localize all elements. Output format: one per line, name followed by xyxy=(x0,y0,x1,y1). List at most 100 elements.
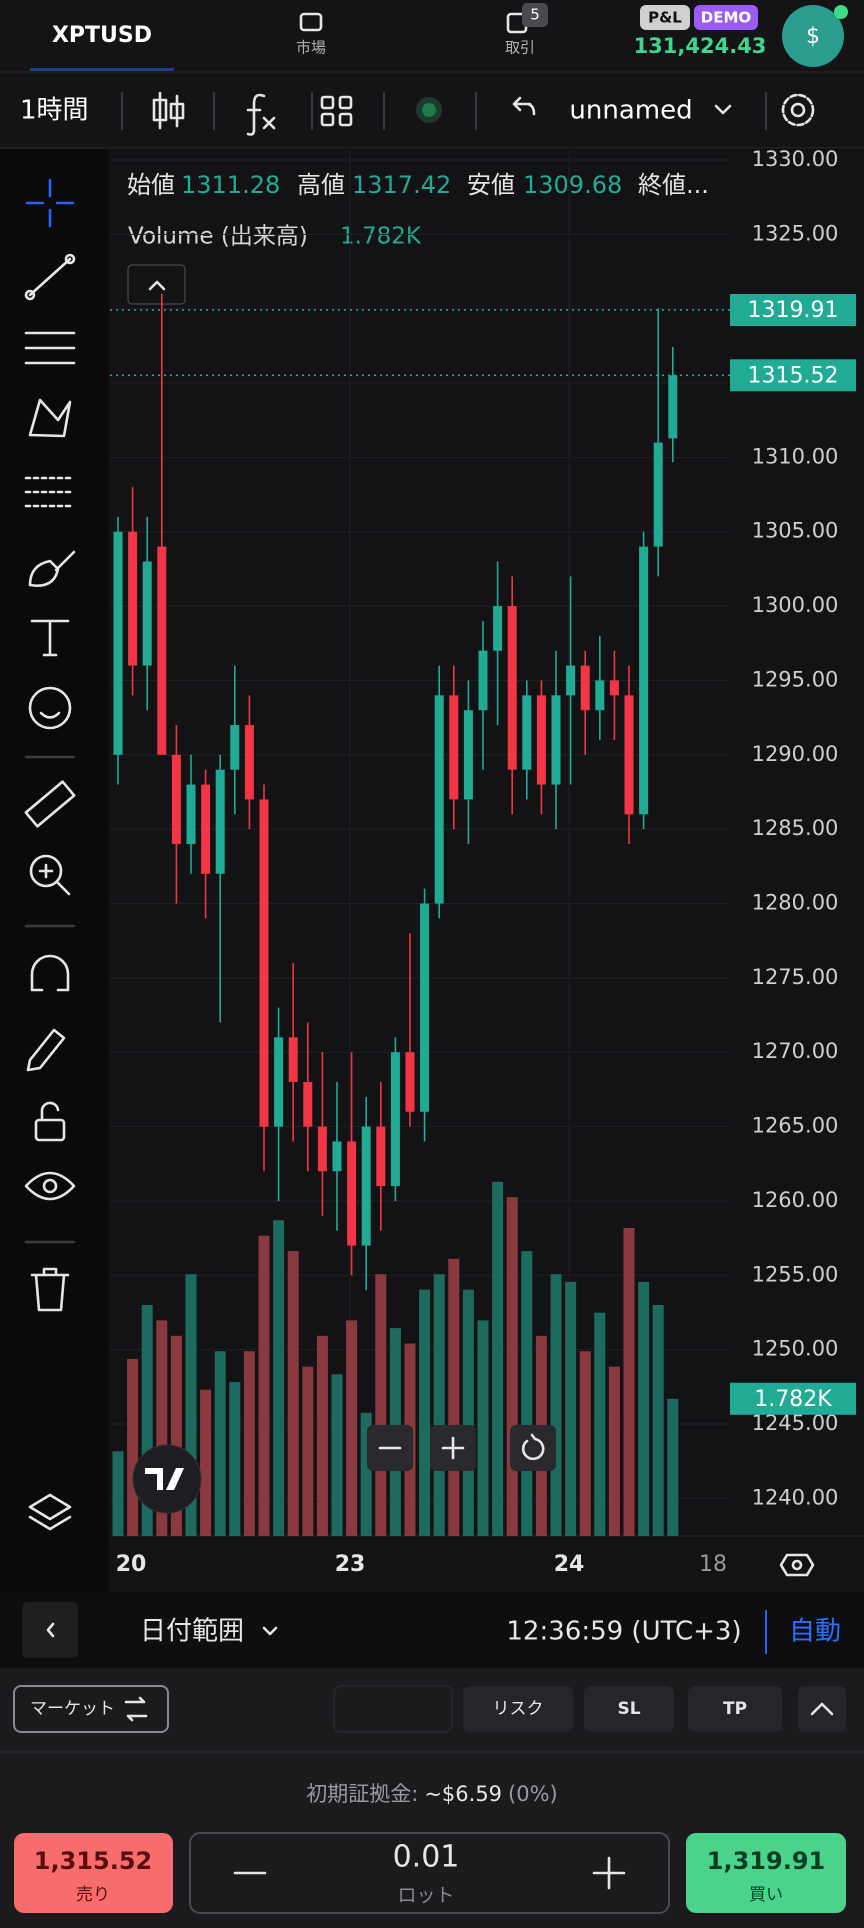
candle-body xyxy=(244,725,254,800)
chevron xyxy=(262,1626,278,1636)
y-tick-label: 1300.00 xyxy=(752,593,839,617)
volume-bar xyxy=(141,1305,153,1536)
reset-view[interactable] xyxy=(510,1425,556,1471)
tp-button[interactable] xyxy=(688,1686,782,1732)
margin: ~$6.59 xyxy=(424,1782,502,1806)
back-button[interactable] xyxy=(22,1602,78,1658)
ask-line-label: 1319.91 xyxy=(748,298,839,323)
y-tick-label: 1240.00 xyxy=(752,1485,839,1509)
date-range[interactable]: 日付範囲 xyxy=(140,1617,244,1647)
icon-part xyxy=(64,253,76,265)
amount-input[interactable] xyxy=(333,1685,453,1733)
undo-icon[interactable] xyxy=(512,96,536,116)
zoom-tool[interactable] xyxy=(29,854,63,888)
volume-bar xyxy=(229,1382,241,1536)
y-tick-label: 1250.00 xyxy=(752,1337,839,1361)
icon xyxy=(299,12,323,32)
axis-settings[interactable] xyxy=(779,1553,815,1577)
layout-name[interactable]: unnamed xyxy=(569,96,692,126)
icon-part xyxy=(40,1101,60,1122)
pattern-tool[interactable] xyxy=(28,398,72,438)
volume-bar xyxy=(258,1235,270,1536)
layout-icon[interactable] xyxy=(320,95,353,127)
chevron xyxy=(714,104,732,115)
candle-body xyxy=(201,784,211,874)
brush-tool[interactable] xyxy=(28,550,76,587)
sl-button[interactable] xyxy=(584,1686,674,1732)
settings-icon[interactable] xyxy=(781,93,815,127)
y-tick-label: 1270.00 xyxy=(752,1039,839,1063)
hide-tool[interactable] xyxy=(24,1171,76,1201)
y-tick-label: 1280.00 xyxy=(752,891,839,915)
candle-body xyxy=(390,1052,400,1187)
y-tick-label: 1290.00 xyxy=(752,742,839,766)
lot-increase[interactable] xyxy=(592,1856,626,1890)
candle-body xyxy=(376,1126,386,1187)
candle-body xyxy=(449,695,459,800)
delete-tool[interactable] xyxy=(30,1267,70,1312)
volume-bar xyxy=(346,1320,358,1536)
unlock-tool[interactable] xyxy=(34,1118,66,1142)
x-tick-label: 20 xyxy=(116,1552,147,1577)
candle-body xyxy=(303,1081,313,1127)
volume-bar xyxy=(360,1412,372,1536)
emoji-tool[interactable] xyxy=(28,686,72,730)
order-type-button[interactable] xyxy=(13,1685,169,1733)
volume-bar xyxy=(243,1351,255,1536)
candle-type-icon[interactable] xyxy=(152,91,185,130)
avatar[interactable] xyxy=(782,5,844,67)
separators xyxy=(121,92,767,130)
magnet-tool[interactable] xyxy=(30,954,70,992)
candle-body xyxy=(274,1037,284,1127)
market-icon[interactable] xyxy=(299,12,323,32)
icon-part xyxy=(169,102,185,120)
pl-badge[interactable]: P&L xyxy=(648,9,682,27)
volume-bar xyxy=(565,1281,577,1536)
volume-bar xyxy=(477,1320,489,1536)
x-tick-label: 23 xyxy=(335,1552,366,1577)
y-tick-label: 1330.00 xyxy=(752,147,839,171)
crosshair-tool[interactable] xyxy=(25,178,75,228)
candle-body xyxy=(215,769,225,874)
auto-scale[interactable]: 自動 xyxy=(789,1617,841,1647)
interval[interactable]: 1時間 xyxy=(20,96,89,126)
candle-body xyxy=(157,546,167,755)
ruler-tool[interactable] xyxy=(24,780,76,828)
buy-button[interactable] xyxy=(686,1833,846,1913)
icon-part xyxy=(39,711,61,719)
badge-bg xyxy=(522,3,548,27)
sell-button[interactable] xyxy=(14,1833,173,1913)
lot[interactable]: 0.01 xyxy=(393,1840,460,1875)
icon xyxy=(810,1702,834,1716)
volume-bar xyxy=(316,1335,328,1536)
volume-bar xyxy=(608,1366,620,1536)
risk-button[interactable] xyxy=(463,1686,573,1732)
candle-body xyxy=(609,680,619,696)
candle-body xyxy=(536,695,546,785)
tool-column xyxy=(0,149,108,1592)
balance: 131,424.43 xyxy=(634,34,767,58)
market-tab[interactable]: 市場 xyxy=(296,39,326,57)
collapse-button[interactable] xyxy=(127,264,186,305)
icon-part xyxy=(320,112,335,127)
lock-draw-tool[interactable] xyxy=(26,1028,66,1072)
trade-badge: 5 xyxy=(530,6,540,24)
y-tick-label: 1285.00 xyxy=(752,816,839,840)
line-tool[interactable] xyxy=(28,257,72,297)
expand-button[interactable] xyxy=(798,1686,846,1732)
trade-tab[interactable]: 取引 xyxy=(505,39,535,57)
layers-tool[interactable] xyxy=(28,1493,72,1531)
candle-body xyxy=(171,754,181,845)
volume-bar xyxy=(185,1274,197,1536)
indicator-icon[interactable] xyxy=(246,93,276,136)
volume-tag-label: 1.782K xyxy=(754,1387,832,1412)
candle-body xyxy=(522,695,532,770)
projection-tool[interactable] xyxy=(24,476,76,508)
fib-tool[interactable] xyxy=(24,331,76,365)
symbol[interactable]: XPTUSD xyxy=(52,23,152,48)
text-tool[interactable] xyxy=(30,619,70,657)
tv-logo[interactable] xyxy=(132,1444,202,1514)
volume-label: Volume (出来高) xyxy=(128,224,308,250)
